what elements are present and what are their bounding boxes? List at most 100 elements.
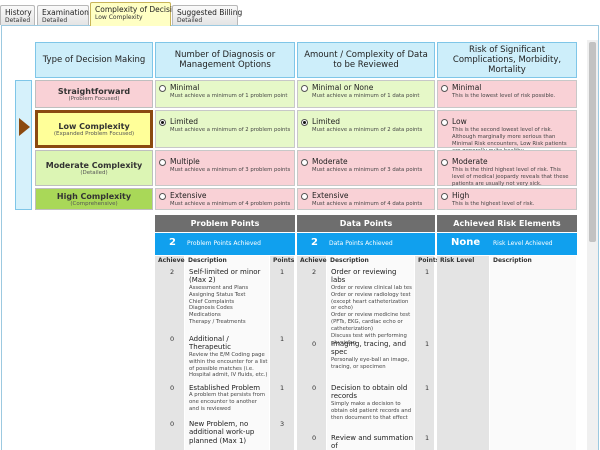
tab[interactable]: Examination Detailed — [37, 5, 89, 25]
achieved-bar: 2 Data Points Achieved — [297, 233, 435, 255]
achieved-value: 0 — [170, 420, 175, 428]
column-header: Risk of Significant Complications, Morbi… — [437, 42, 577, 78]
type-header: Type of Decision Making — [35, 42, 153, 78]
type-label: Moderate Complexity — [45, 160, 143, 170]
item-points: 3 — [280, 420, 285, 428]
radio[interactable] — [159, 193, 166, 200]
item-description: Review and summation of — [331, 434, 413, 450]
criteria-cell[interactable]: Minimal This is the lowest level of risk … — [437, 80, 577, 108]
column-header: Description — [188, 257, 227, 264]
item-points: 1 — [425, 340, 430, 348]
tab-title: History — [5, 8, 32, 17]
option-note: Must achieve a minimum of 1 problem poin… — [170, 93, 288, 99]
column-fill — [185, 256, 270, 450]
radio[interactable] — [159, 159, 166, 166]
radio[interactable] — [301, 85, 308, 92]
option-note: This is the lowest level of risk possibl… — [452, 93, 556, 99]
item-description: Self-limited or minor (Max 2) Assessment … — [189, 268, 268, 450]
column-header: Number of Diagnosis or Management Option… — [155, 42, 295, 78]
scrollbar[interactable] — [587, 40, 598, 450]
tab[interactable]: History Detailed — [0, 5, 35, 25]
item-detail: Order or review medicine test (PFTs, EKG… — [331, 312, 411, 333]
achieved-bar: 2 Problem Points Achieved — [155, 233, 295, 255]
criteria-cell[interactable]: Moderate Must achieve a minimum of 3 data… — [297, 150, 435, 186]
panel-header: Achieved Risk Elements — [437, 215, 577, 232]
radio[interactable] — [441, 119, 448, 126]
achieved-count: 2 — [311, 237, 318, 248]
selection-arrow — [19, 118, 30, 136]
option-label: Extensive — [312, 191, 349, 200]
item-points: 1 — [280, 384, 285, 392]
radio[interactable] — [301, 193, 308, 200]
option-label: Moderate — [312, 157, 348, 166]
tab[interactable]: Complexity of Decision Low Complexity — [90, 2, 181, 26]
tab[interactable]: Suggested Billing Detailed — [172, 5, 242, 25]
item-description: New Problem, no additional work-up plann… — [189, 420, 268, 450]
decision-type[interactable]: Moderate Complexity (Detailed) — [35, 150, 153, 186]
radio[interactable] — [301, 159, 308, 166]
column-fill — [270, 256, 295, 450]
radio[interactable] — [441, 193, 448, 200]
tab-title: Suggested Billing — [177, 8, 243, 17]
item-detail: A problem that persists from one encount… — [189, 392, 265, 413]
criteria-cell[interactable]: Limited Must achieve a minimum of 2 data … — [297, 110, 435, 148]
item-detail: Discuss test with performing physician — [331, 332, 407, 346]
option-label: Minimal or None — [312, 83, 374, 92]
achieved-bar: None Risk Level Achieved — [437, 233, 577, 255]
column-header: Description — [493, 257, 532, 264]
item-detail: Review the E/M Coding page within the en… — [189, 351, 268, 379]
criteria-cell[interactable]: Limited Must achieve a minimum of 2 probl… — [155, 110, 295, 148]
item-detail: Medications — [189, 312, 221, 319]
radio[interactable] — [441, 85, 448, 92]
criteria-cell[interactable]: Extensive Must achieve a minimum of 4 pro… — [155, 188, 295, 210]
item-title: Self-limited or minor (Max 2) — [189, 268, 261, 285]
option-label: Low — [452, 117, 467, 126]
item-points: 1 — [425, 384, 430, 392]
content-frame — [1, 25, 599, 450]
option-label: Extensive — [170, 191, 207, 200]
tab-title: Complexity of Decision — [95, 5, 182, 14]
criteria-cell[interactable]: Extensive Must achieve a minimum of 4 dat… — [297, 188, 435, 210]
option-label: Minimal — [170, 83, 200, 92]
achieved-value: 0 — [170, 335, 175, 343]
type-label: High Complexity — [56, 191, 132, 201]
column-fill — [297, 256, 327, 450]
item-detail: Chief Complaints — [189, 298, 235, 305]
item-title: Imaging, tracing, and spec — [331, 340, 407, 357]
criteria-cell[interactable]: High This is the highest level of risk. — [437, 188, 577, 210]
scroll-thumb[interactable] — [589, 42, 596, 242]
option-label: Minimal — [452, 83, 482, 92]
item-detail: Order or review clinical lab tes — [331, 284, 412, 291]
column-header: Risk Level — [440, 257, 475, 264]
option-label: Multiple — [170, 157, 200, 166]
criteria-cell[interactable]: Low This is the second lowest level of ri… — [437, 110, 577, 154]
radio-dot — [161, 121, 164, 124]
criteria-cell[interactable]: Minimal Must achieve a minimum of 1 probl… — [155, 80, 295, 108]
criteria-cell[interactable]: Moderate This is the third highest level … — [437, 150, 577, 187]
tab-subtitle: Detailed — [5, 17, 31, 24]
radio[interactable] — [441, 159, 448, 166]
item-points: 1 — [280, 268, 285, 276]
item-description: Imaging, tracing, and spec Personally eye… — [331, 340, 413, 450]
panel-header: Problem Points — [155, 215, 295, 232]
option-note: Must achieve a minimum of 3 data points — [312, 167, 423, 173]
criteria-cell[interactable]: Multiple Must achieve a minimum of 3 prob… — [155, 150, 295, 186]
decision-type[interactable]: Low Complexity (Expanded Problem Focused) — [35, 110, 153, 148]
item-detail: Assessment and Plans — [189, 284, 249, 291]
achieved-value: 2 — [312, 268, 317, 276]
criteria-cell[interactable]: Minimal or None Must achieve a minimum of… — [297, 80, 435, 108]
achieved-value: 2 — [170, 268, 175, 276]
decision-type[interactable]: High Complexity (Comprehensive) — [35, 188, 153, 210]
column-fill — [327, 256, 415, 450]
decision-type[interactable]: Straightforward (Problem Focused) — [35, 80, 153, 108]
item-title: New Problem, no additional work-up plann… — [189, 420, 255, 445]
option-label: Limited — [170, 117, 198, 126]
item-detail: Order or review radiology test (except h… — [331, 291, 411, 312]
column-header: Points — [273, 257, 295, 264]
option-note: Must achieve a minimum of 4 problem poin… — [170, 201, 291, 207]
option-note: This is the highest level of risk. — [452, 201, 535, 207]
type-sublabel: (Problem Focused) — [68, 95, 120, 102]
radio[interactable] — [159, 85, 166, 92]
panel-header: Data Points — [297, 215, 435, 232]
